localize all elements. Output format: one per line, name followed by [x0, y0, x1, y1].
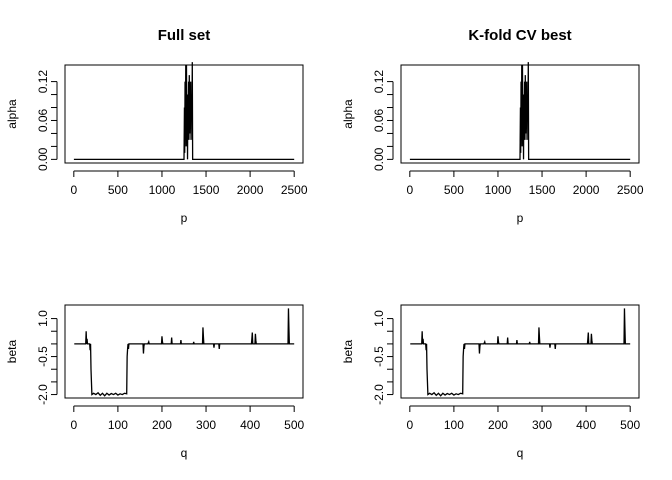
x-tick-label: 100 — [108, 418, 128, 432]
chart-panel-4: q beta 0 100 200 300 400 500 -2.0 -0.5 1.0 — [341, 304, 641, 460]
x-tick-label: 2500 — [617, 183, 644, 197]
y-tick-label: 1.0 — [36, 310, 50, 327]
y-axis-label: beta — [5, 339, 19, 363]
x-tick-label: 1000 — [485, 183, 512, 197]
x-tick-label: 300 — [532, 418, 552, 432]
chart-panel-2: K-fold CV best p alpha 0 500 1000 1500 2000 2500… — [341, 27, 644, 225]
y-tick-label: 0.06 — [36, 108, 50, 132]
x-tick-label: 1000 — [149, 183, 176, 197]
x-tick-label: 500 — [444, 183, 464, 197]
y-tick-label: 0.06 — [372, 108, 386, 132]
chart-panel-3: q beta 0 100 200 300 400 500 -2.0 -0.5 1.0 — [5, 304, 305, 460]
x-tick-label: 1500 — [193, 183, 220, 197]
chart-panel-1: Full set p alpha 0 500 1000 1500 2000 2500 0.00 0.… — [5, 27, 308, 225]
plot-box — [400, 64, 640, 164]
x-tick-label: 0 — [406, 418, 413, 432]
series-line — [409, 62, 631, 161]
x-tick-label: 2000 — [573, 183, 600, 197]
x-tick-label: 500 — [108, 183, 128, 197]
x-axis-label: q — [517, 446, 524, 460]
y-axis-label: beta — [341, 339, 355, 363]
y-tick-label: 0.12 — [36, 70, 50, 94]
y-axis-label: alpha — [341, 99, 355, 129]
x-tick-label: 0 — [70, 418, 77, 432]
y-tick-label: 1.0 — [372, 310, 386, 327]
x-tick-label: 400 — [576, 418, 596, 432]
y-tick-label: -0.5 — [372, 346, 386, 367]
chart-title: Full set — [158, 27, 211, 44]
x-tick-label: 100 — [444, 418, 464, 432]
y-tick-label: 0.00 — [36, 147, 50, 171]
x-tick-label: 500 — [620, 418, 640, 432]
x-tick-label: 500 — [284, 418, 304, 432]
plot-box — [400, 304, 640, 399]
y-axis-label: alpha — [5, 99, 19, 129]
x-tick-label: 200 — [488, 418, 508, 432]
x-tick-label: 2000 — [237, 183, 264, 197]
chart-title: K-fold CV best — [468, 27, 571, 44]
y-tick-label: -0.5 — [36, 346, 50, 367]
plot-box — [64, 304, 304, 399]
y-tick-label: 0.12 — [372, 70, 386, 94]
x-tick-label: 0 — [70, 183, 77, 197]
x-tick-label: 200 — [152, 418, 172, 432]
series-line — [410, 308, 631, 397]
y-tick-label: -2.0 — [372, 384, 386, 405]
x-tick-label: 0 — [406, 183, 413, 197]
x-axis-label: q — [181, 446, 188, 460]
x-axis-label: p — [517, 211, 524, 225]
plot-box — [64, 64, 304, 164]
x-axis-label: p — [181, 211, 188, 225]
y-tick-label: 0.00 — [372, 147, 386, 171]
series-line — [74, 308, 295, 397]
x-tick-label: 300 — [196, 418, 216, 432]
x-tick-label: 1500 — [529, 183, 556, 197]
series-line — [73, 62, 295, 161]
x-tick-label: 2500 — [281, 183, 308, 197]
x-tick-label: 400 — [240, 418, 260, 432]
y-tick-label: -2.0 — [36, 384, 50, 405]
